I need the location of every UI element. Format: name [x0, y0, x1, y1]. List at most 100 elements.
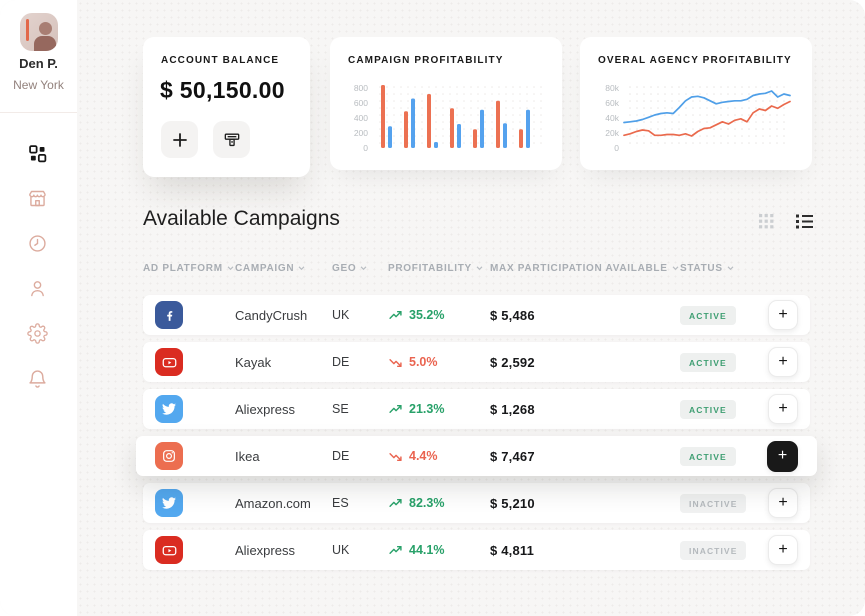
column-header-campaign[interactable]: CAMPAIGN [235, 263, 332, 274]
sort-chevron-icon [360, 266, 367, 271]
column-header-max-participation-available[interactable]: MAX PARTICIPATION AVAILABLE [490, 263, 680, 274]
withdraw-button[interactable] [213, 121, 250, 158]
status-badge: ACTIVE [680, 399, 736, 419]
geo-value: DE [332, 449, 350, 463]
table-row-amazon-com[interactable]: Amazon.com ES 82.3% $ 5,210 INACTIVE + [143, 483, 810, 523]
store-icon [27, 188, 50, 209]
max-participation-value: $ 5,210 [490, 495, 535, 511]
campaign-name: Aliexpress [235, 401, 295, 417]
facebook-icon [155, 301, 183, 329]
sidebar-item-history-clock[interactable] [27, 232, 50, 255]
balance-actions [161, 121, 250, 158]
svg-text:40k: 40k [605, 113, 619, 123]
max-participation-value: $ 5,486 [490, 307, 535, 323]
twitter-icon [155, 395, 183, 423]
campaign-name: CandyCrush [235, 307, 308, 323]
sidebar-item-notifications-bell[interactable] [27, 367, 50, 390]
status-badge: ACTIVE [680, 305, 736, 325]
max-participation-value: $ 2,592 [490, 354, 535, 370]
avatar-body [34, 36, 56, 51]
status-badge: ACTIVE [680, 352, 736, 372]
dashboard-icon [27, 143, 50, 164]
column-header-geo[interactable]: GEO [332, 263, 388, 274]
sidebar-item-profile[interactable] [27, 277, 50, 300]
history-clock-icon [27, 233, 50, 254]
add-campaign-button[interactable]: + [768, 347, 798, 377]
view-toggles [758, 214, 813, 230]
balance-card-title: ACCOUNT BALANCE [161, 55, 280, 66]
grid-view-icon[interactable] [758, 214, 775, 230]
agency-profitability-card: OVERAL AGENCY PROFITABILITY 0 20k 40k 60k 80… [580, 37, 812, 170]
campaigns-table: CandyCrush UK 35.2% $ 5,486 ACTIVE + Kayak DE 5.… [136, 295, 817, 577]
campaign-name: Amazon.com [235, 495, 311, 511]
trend-up-icon [389, 404, 402, 413]
trend-up-icon [389, 545, 402, 554]
sort-chevron-icon [727, 266, 734, 271]
geo-value: ES [332, 496, 349, 510]
svg-text:80k: 80k [605, 83, 619, 93]
max-participation-value: $ 7,467 [490, 448, 535, 464]
add-campaign-button[interactable]: + [768, 394, 798, 424]
status-badge: ACTIVE [680, 446, 736, 466]
status-badge: INACTIVE [680, 540, 747, 560]
profitability-value: 4.4% [388, 449, 490, 463]
profile-icon [27, 278, 50, 299]
sidebar-item-settings-gear[interactable] [27, 322, 50, 345]
trend-down-icon [389, 358, 402, 367]
trend-up-icon [389, 310, 402, 319]
sidebar: Den P. New York [0, 0, 77, 616]
column-header-status[interactable]: STATUS [680, 263, 765, 274]
avatar-head [39, 22, 52, 35]
svg-text:60k: 60k [605, 98, 619, 108]
instagram-icon [155, 442, 183, 470]
avatar[interactable] [20, 13, 58, 51]
trend-down-icon [389, 452, 402, 461]
geo-value: DE [332, 355, 350, 369]
add-campaign-button[interactable]: + [767, 440, 798, 472]
add-campaign-button[interactable]: + [768, 535, 798, 565]
table-row-aliexpress[interactable]: Aliexpress SE 21.3% $ 1,268 ACTIVE + [143, 389, 810, 429]
svg-text:600: 600 [354, 98, 368, 108]
list-view-icon[interactable] [796, 214, 813, 230]
profitability-value: 21.3% [388, 402, 490, 416]
profitability-value: 5.0% [388, 355, 490, 369]
campaign-profitability-card: CAMPAIGN PROFITABILITY 0 200 400 600 800 [330, 37, 562, 170]
table-row-kayak[interactable]: Kayak DE 5.0% $ 2,592 ACTIVE + [143, 342, 810, 382]
account-balance-card: ACCOUNT BALANCE $ 50,150.00 [143, 37, 310, 177]
agency-profitability-chart: 0 20k 40k 60k 80k [594, 72, 796, 167]
table-row-aliexpress[interactable]: Aliexpress UK 44.1% $ 4,811 INACTIVE + [143, 530, 810, 570]
table-row-ikea[interactable]: Ikea DE 4.4% $ 7,467 ACTIVE + [136, 436, 817, 476]
svg-text:0: 0 [614, 143, 619, 153]
status-badge: INACTIVE [680, 493, 747, 513]
sidebar-item-store[interactable] [27, 187, 50, 210]
max-participation-value: $ 1,268 [490, 401, 535, 417]
sidebar-item-dashboard[interactable] [27, 142, 50, 165]
profitability-value: 35.2% [388, 308, 490, 322]
max-participation-value: $ 4,811 [490, 542, 535, 558]
user-name: Den P. [19, 56, 58, 71]
sort-chevron-icon [227, 266, 234, 271]
add-campaign-button[interactable]: + [768, 300, 798, 330]
campaign-name: Kayak [235, 354, 272, 370]
svg-text:200: 200 [354, 128, 368, 138]
sidebar-divider [0, 112, 77, 113]
atm-withdraw-icon [222, 130, 242, 150]
page-title: Available Campaigns [143, 207, 340, 230]
campaign-name: Ikea [235, 448, 260, 464]
campaign-profitability-title: CAMPAIGN PROFITABILITY [348, 55, 504, 66]
sort-chevron-icon [298, 266, 305, 271]
notifications-bell-icon [27, 368, 50, 389]
table-row-candycrush[interactable]: CandyCrush UK 35.2% $ 5,486 ACTIVE + [143, 295, 810, 335]
column-header-profitability[interactable]: PROFITABILITY [388, 263, 490, 274]
add-funds-button[interactable] [161, 121, 198, 158]
avatar-accent [26, 19, 29, 41]
settings-gear-icon [27, 323, 50, 344]
add-campaign-button[interactable]: + [768, 488, 798, 518]
column-header-ad-platform[interactable]: AD PLATFORM [143, 263, 235, 274]
profitability-value: 44.1% [388, 543, 490, 557]
geo-value: UK [332, 308, 350, 322]
table-header: AD PLATFORM CAMPAIGN GEO PROFITABILITY MAX P… [143, 263, 810, 274]
campaign-profitability-chart: 0 200 400 600 800 [344, 72, 546, 167]
